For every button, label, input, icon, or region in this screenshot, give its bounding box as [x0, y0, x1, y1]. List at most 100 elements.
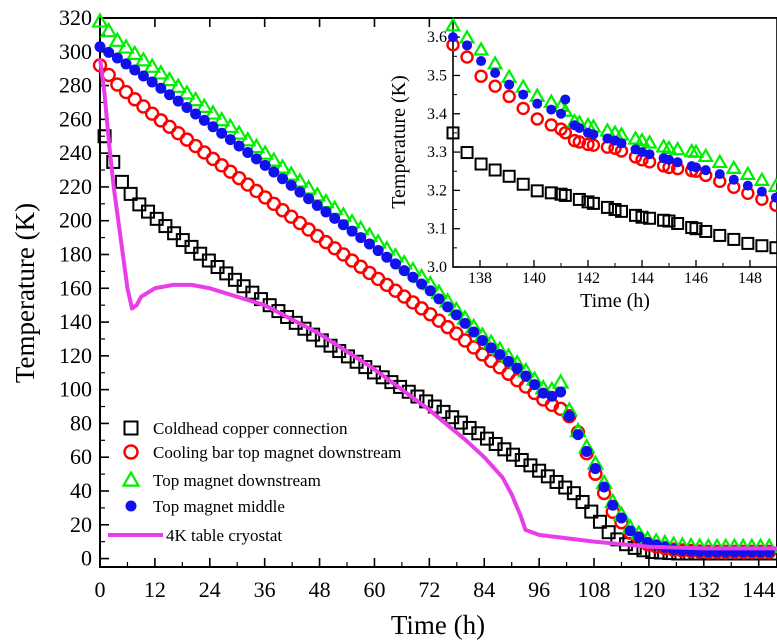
- x-tick-label: 108: [578, 577, 611, 602]
- data-point: [520, 370, 532, 382]
- inset-data-point: [769, 241, 777, 255]
- data-point: [363, 238, 375, 250]
- inset-y-axis-label: Temperature (K): [388, 75, 410, 209]
- data-point: [303, 193, 315, 205]
- data-point: [393, 379, 408, 394]
- data-point: [598, 481, 610, 493]
- data-point: [502, 355, 514, 367]
- inset-data-point: [672, 157, 683, 168]
- x-tick-label: 144: [742, 577, 775, 602]
- inset-x-tick-label: 148: [738, 270, 762, 287]
- data-point: [149, 211, 164, 226]
- inset-plot: 138 140 142 144 146 148 3.0 3.1 3.2 3.3 3.4 3.5 3.6 T…: [388, 17, 777, 312]
- inset-data-point: [644, 149, 655, 160]
- data-point: [285, 179, 297, 191]
- data-point: [152, 64, 170, 80]
- data-point: [273, 158, 292, 174]
- data-point: [592, 514, 607, 529]
- data-point: [91, 12, 109, 28]
- inset-data-point: [488, 79, 502, 93]
- inset-data-point: [516, 101, 530, 116]
- inset-data-point: [462, 40, 473, 51]
- y-tick-label: 300: [59, 39, 92, 64]
- inset-x-tick-label: 146: [684, 270, 708, 287]
- inset-data-point: [614, 204, 628, 218]
- inset-data-point: [532, 98, 543, 109]
- data-point: [132, 197, 147, 212]
- data-point: [511, 362, 523, 374]
- inset-data-point: [660, 139, 678, 155]
- inset-data-point: [713, 228, 727, 242]
- inset-data-point: [586, 196, 600, 210]
- data-point: [247, 137, 266, 154]
- data-point: [329, 212, 341, 224]
- data-point: [494, 349, 506, 361]
- data-point: [459, 317, 471, 329]
- data-point: [172, 95, 184, 107]
- data-point: [216, 127, 228, 139]
- data-point: [384, 375, 399, 390]
- inset-data-point: [602, 133, 613, 144]
- data-point: [450, 309, 462, 321]
- inset-y-tick-label: 3.1: [427, 221, 447, 238]
- inset-data-point: [490, 68, 501, 79]
- inset-data-point: [770, 192, 777, 203]
- y-tick-label: 180: [59, 241, 92, 266]
- legend-swatch: [123, 444, 139, 460]
- data-point: [94, 41, 106, 53]
- x-tick-label: 96: [528, 577, 550, 602]
- inset-data-point: [755, 239, 769, 253]
- inset-data-point: [556, 108, 566, 119]
- inset-data-point: [530, 184, 544, 198]
- inset-data-point: [725, 159, 743, 175]
- inset-data-point: [711, 153, 728, 169]
- inset-x-tick-label: 142: [576, 270, 600, 287]
- x-tick-label: 72: [418, 577, 440, 602]
- data-point: [433, 293, 445, 305]
- data-point: [466, 340, 481, 355]
- data-point: [601, 525, 616, 540]
- data-point: [563, 410, 575, 422]
- inset-data-point: [574, 123, 585, 134]
- data-point: [346, 225, 358, 237]
- data-point: [155, 82, 167, 94]
- inset-data-point: [474, 157, 488, 171]
- data-point: [268, 166, 280, 178]
- data-point: [233, 140, 245, 152]
- main-plot-frame: [99, 17, 777, 568]
- data-point: [259, 159, 271, 171]
- data-point: [372, 245, 384, 257]
- inset-data-point: [635, 210, 649, 224]
- inset-data-point: [727, 232, 741, 246]
- data-point: [546, 390, 558, 402]
- data-point: [242, 146, 254, 158]
- inset-data-point: [691, 162, 701, 173]
- data-point: [320, 206, 332, 218]
- data-point: [143, 57, 161, 73]
- data-point: [416, 278, 428, 290]
- data-point: [181, 102, 193, 114]
- data-point: [624, 525, 636, 537]
- data-point: [337, 219, 349, 231]
- data-point: [566, 486, 581, 501]
- data-point: [134, 51, 153, 67]
- inset-data-point: [586, 138, 601, 152]
- inset-x-axis-label: Time (h): [580, 290, 650, 312]
- y-tick-label: 140: [59, 309, 92, 334]
- x-tick-label: 120: [632, 577, 665, 602]
- y-tick-label: 280: [59, 73, 92, 98]
- data-point: [375, 370, 390, 385]
- data-point: [633, 531, 645, 543]
- data-point: [424, 285, 436, 297]
- inset-data-point: [446, 126, 460, 140]
- main-plot: 0 12 24 36 48 60 72 84 96 108 120 132 144 0 20 40 60 80 10…: [10, 5, 777, 640]
- legend-label: Top magnet downstream: [153, 471, 321, 490]
- inset-data-point: [687, 143, 705, 158]
- y-tick-label: 220: [59, 174, 92, 199]
- inset-data-point: [689, 222, 703, 236]
- legend: Coldhead copper connection Cooling bar to…: [108, 419, 401, 545]
- data-point: [103, 46, 115, 58]
- legend-swatch: [125, 500, 137, 512]
- inset-x-tick-label: 144: [630, 270, 654, 287]
- inset-data-point: [546, 104, 557, 115]
